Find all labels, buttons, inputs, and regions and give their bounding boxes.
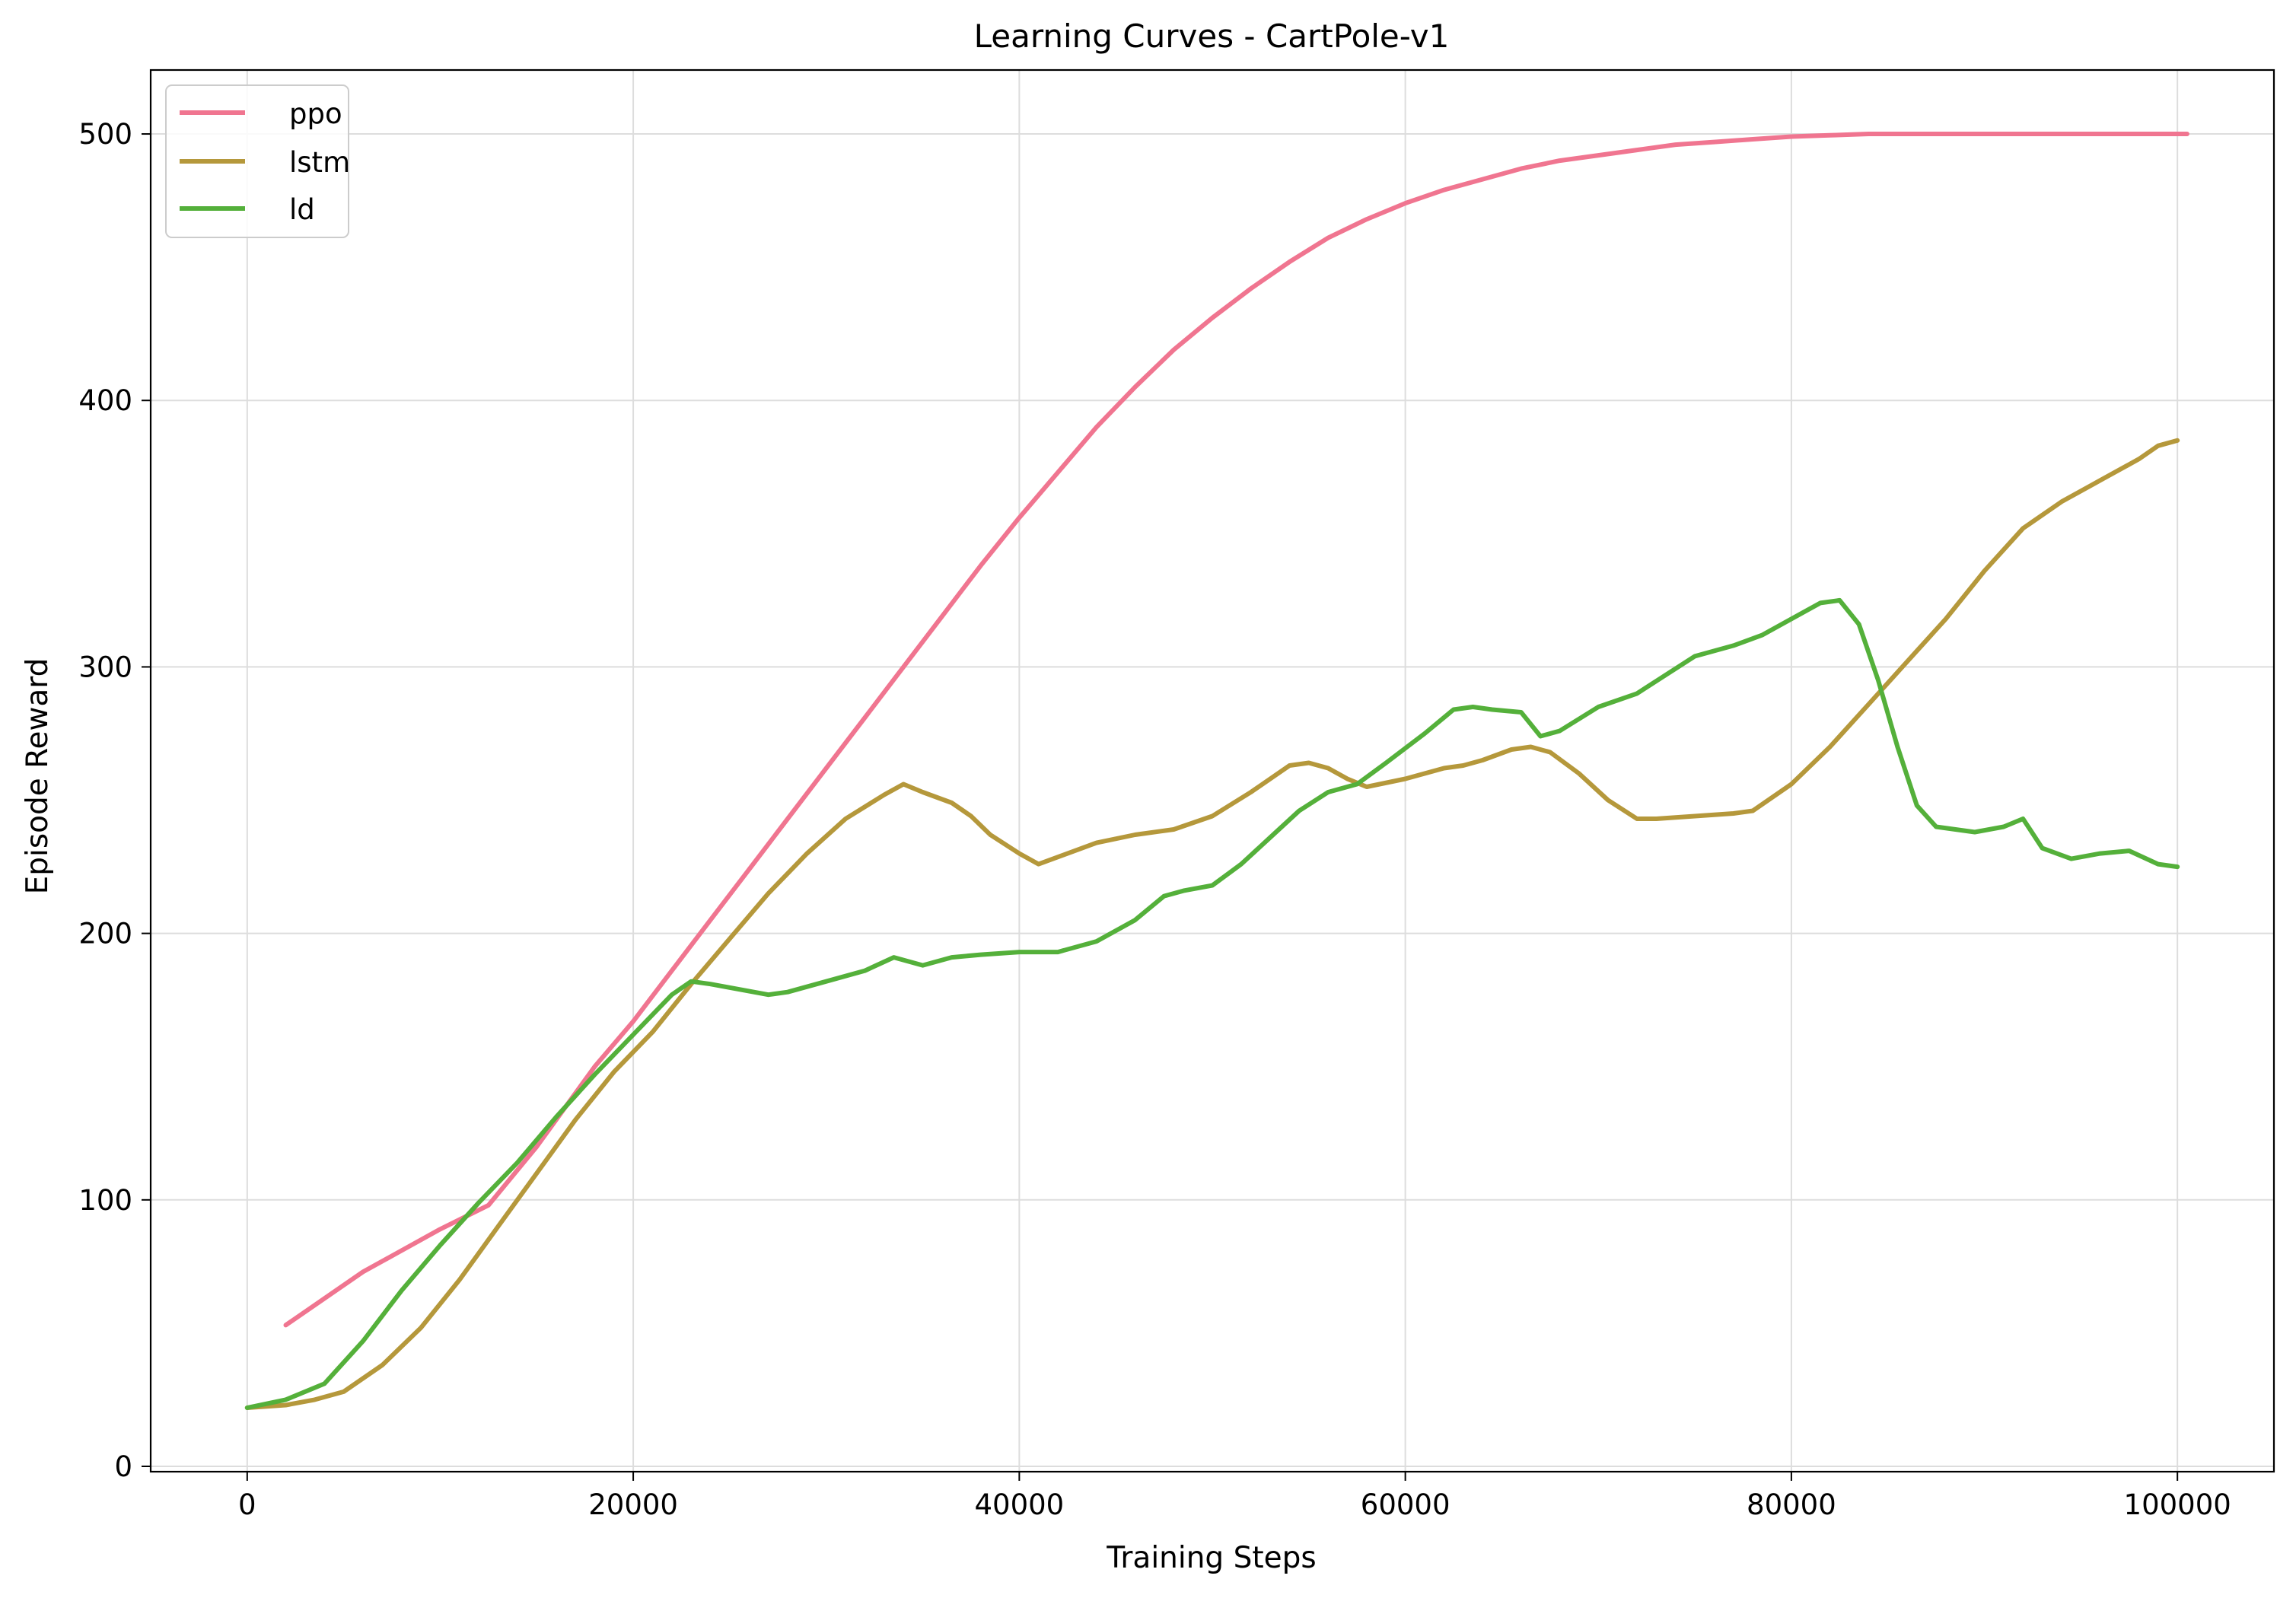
x-tick-label: 20000 [588, 1488, 678, 1521]
x-tick-label: 100000 [2124, 1488, 2231, 1521]
y-axis-label: Episode Reward [21, 658, 55, 895]
x-tick-label: 60000 [1361, 1488, 1451, 1521]
legend-label-ld: ld [289, 193, 315, 226]
legend-label-ppo: ppo [289, 97, 342, 130]
plot-frame [149, 68, 2275, 1473]
y-tick-label: 400 [78, 384, 132, 417]
series-line-ppo [283, 132, 2189, 1328]
series-line-lstm [244, 438, 2180, 1410]
series-line-ld [244, 597, 2180, 1410]
y-tick-label: 300 [78, 651, 132, 683]
y-tick-label: 200 [78, 918, 132, 950]
chart-title: Learning Curves - CartPole-v1 [974, 18, 1450, 55]
x-tick-label: 80000 [1747, 1488, 1836, 1521]
grid-layer [151, 70, 2274, 1472]
legend-label-lstm: lstm [289, 146, 350, 179]
y-tick-label: 0 [114, 1450, 132, 1483]
series-layer [244, 132, 2189, 1410]
y-tick-label: 100 [78, 1184, 132, 1217]
x-tick-label: 0 [238, 1488, 256, 1521]
y-tick-label: 500 [78, 118, 132, 151]
legend-box [165, 84, 349, 238]
x-tick-label: 40000 [975, 1488, 1065, 1521]
legend: ppo lstm ld [165, 84, 350, 238]
tick-layer: 0 20000 40000 60000 80000 100000 0 100 200 300 400… [78, 118, 2231, 1521]
x-axis-label: Training Steps [1106, 1541, 1316, 1575]
